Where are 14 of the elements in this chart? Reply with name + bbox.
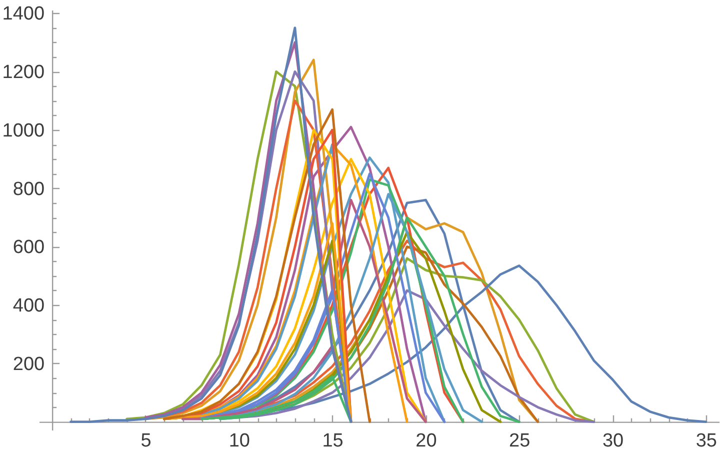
y-tick-label: 200 xyxy=(12,354,45,375)
x-tick-label: 10 xyxy=(228,430,250,450)
y-tick-label: 600 xyxy=(12,237,45,258)
x-tick-label: 35 xyxy=(696,430,717,450)
y-tick-label: 800 xyxy=(12,178,45,200)
x-tick-label: 25 xyxy=(509,430,530,450)
x-tick-label: 15 xyxy=(322,430,344,450)
y-tick-label: 400 xyxy=(12,296,45,317)
x-tick-label: 30 xyxy=(602,430,624,450)
y-tick-label: 1200 xyxy=(2,62,45,84)
y-tick-label: 1000 xyxy=(2,120,45,142)
y-tick-label: 1400 xyxy=(2,4,45,25)
x-tick-label: 5 xyxy=(140,430,152,450)
x-tick-label: 20 xyxy=(416,430,437,450)
